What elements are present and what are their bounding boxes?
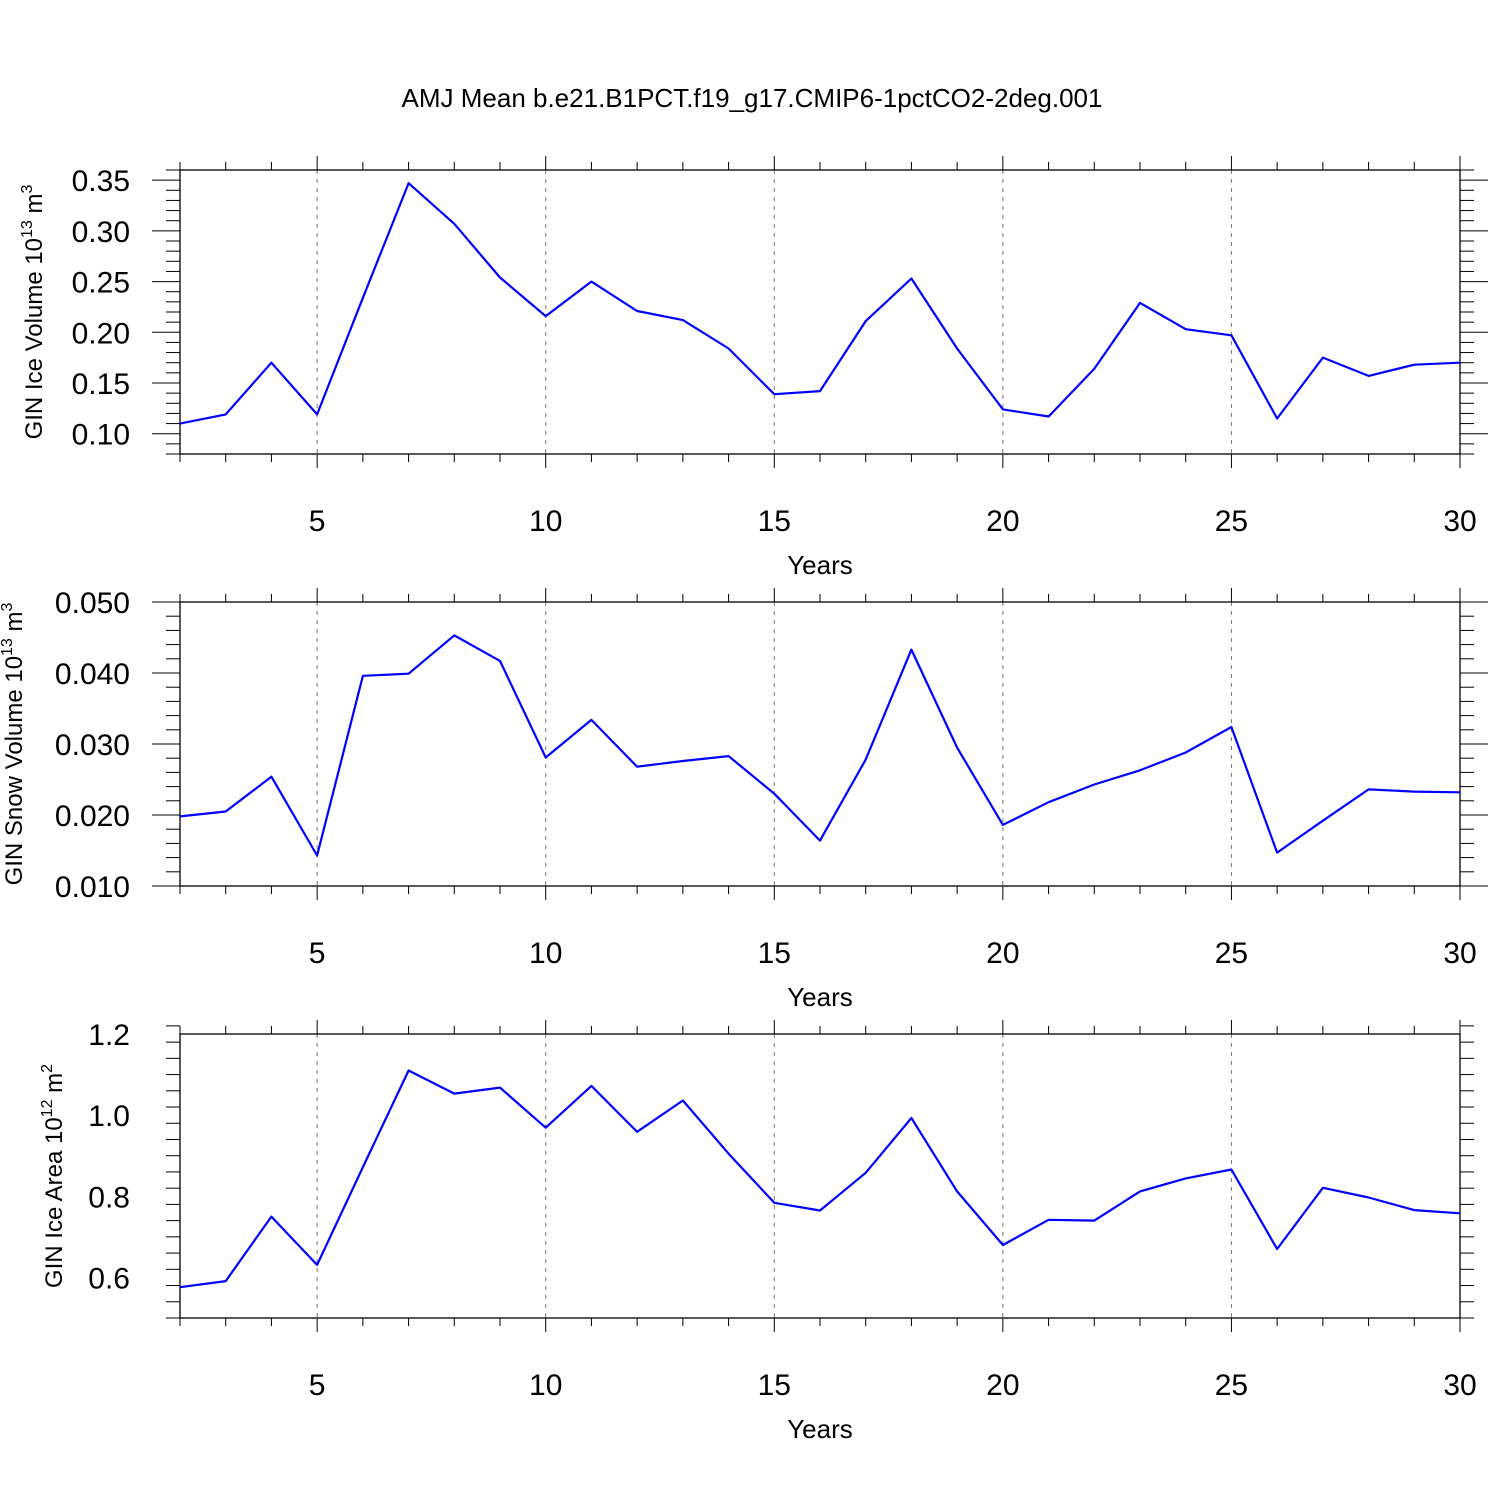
- x-tick-label: 15: [758, 1369, 791, 1402]
- y-tick-label: 1.2: [88, 1019, 130, 1052]
- y-tick-label: 0.050: [55, 587, 130, 620]
- x-tick-label: 20: [986, 505, 1019, 538]
- x-axis-title: Years: [787, 1414, 853, 1444]
- y-tick-label: 0.35: [72, 165, 130, 198]
- x-tick-label: 10: [529, 1369, 562, 1402]
- x-tick-label: 15: [758, 937, 791, 970]
- x-tick-label: 10: [529, 505, 562, 538]
- x-tick-label: 5: [309, 937, 326, 970]
- chart-panel-3: 5 10 15 20 25 30 0.6 0.8 1.0 1.2 Years GIN Ice Area…: [39, 1019, 1477, 1444]
- x-tick-label: 25: [1215, 937, 1248, 970]
- y-axis-title: GIN Ice Volume 1013 m3: [19, 185, 48, 440]
- chart-panel-2: 5 10 15 20 25 30 0.010 0.020 0.030 0.040 0.050 Year…: [0, 587, 1488, 1012]
- y-tick-label: 0.020: [55, 800, 130, 833]
- x-tick-label: 20: [986, 1369, 1019, 1402]
- series-line-1: [179, 182, 1461, 425]
- y-axis-title: GIN Snow Volume 1013 m3: [0, 602, 28, 885]
- x-tick-label: 25: [1215, 505, 1248, 538]
- y-tick-label: 0.20: [72, 317, 130, 350]
- series-line-1: [179, 634, 1461, 857]
- y-tick-label: 0.030: [55, 729, 130, 762]
- y-tick-label: 0.10: [72, 419, 130, 452]
- x-axis-title: Years: [787, 550, 853, 580]
- x-tick-label: 5: [309, 1369, 326, 1402]
- plot-frame: [179, 1033, 1461, 1319]
- x-tick-label: 5: [309, 505, 326, 538]
- x-axis-title: Years: [787, 982, 853, 1012]
- y-tick-label: 1.0: [88, 1100, 130, 1133]
- plot-frame: [179, 601, 1461, 887]
- x-tick-label: 15: [758, 505, 791, 538]
- y-axis-title: GIN Ice Area 1012 m2: [39, 1064, 68, 1288]
- y-tick-label: 0.25: [72, 267, 130, 300]
- x-tick-label: 10: [529, 937, 562, 970]
- chart-panel-1: 5 10 15 20 25 30 0.10 0.15 0.20 0.25 0.30 0.35 Years…: [19, 156, 1488, 580]
- chart-title: AMJ Mean b.e21.B1PCT.f19_g17.CMIP6-1pctC…: [402, 83, 1103, 113]
- x-tick-label: 25: [1215, 1369, 1248, 1402]
- y-tick-label: 0.6: [88, 1262, 130, 1295]
- plot-frame: [179, 169, 1461, 455]
- y-tick-label: 0.010: [55, 871, 130, 904]
- x-tick-label: 30: [1443, 937, 1476, 970]
- y-tick-label: 0.30: [72, 216, 130, 249]
- x-tick-label: 20: [986, 937, 1019, 970]
- y-tick-label: 0.040: [55, 658, 130, 691]
- x-tick-label: 30: [1443, 1369, 1476, 1402]
- y-tick-label: 0.15: [72, 368, 130, 401]
- y-tick-label: 0.8: [88, 1181, 130, 1214]
- x-tick-label: 30: [1443, 505, 1476, 538]
- series-line-1: [179, 1069, 1461, 1289]
